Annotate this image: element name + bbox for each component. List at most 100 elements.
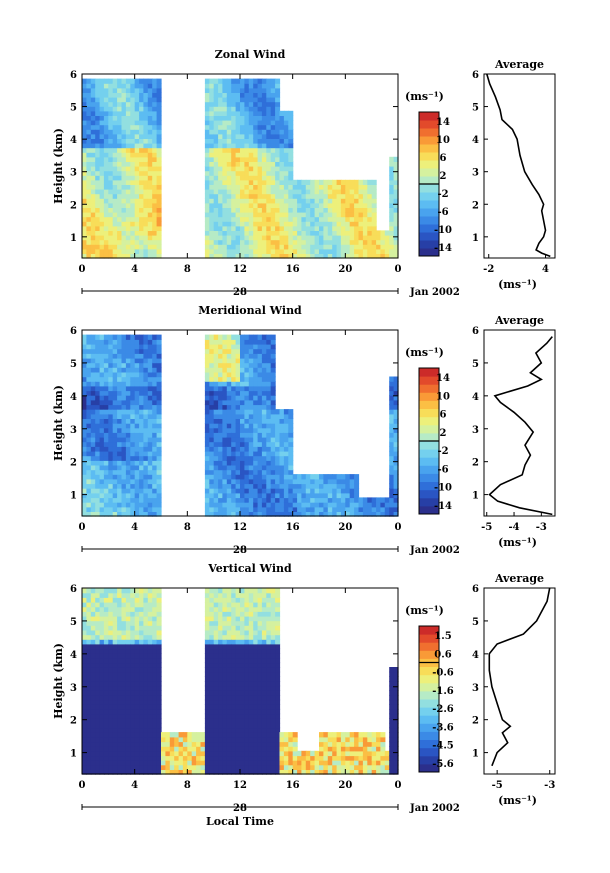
- heatmap-cell: [143, 502, 149, 508]
- heatmap-cell: [257, 371, 263, 378]
- heatmap-cell: [248, 460, 254, 466]
- heatmap-cell: [244, 460, 250, 466]
- heatmap-cell: [231, 367, 237, 373]
- heatmap-cell: [261, 404, 267, 410]
- heatmap-cell: [90, 736, 96, 743]
- heatmap-cell: [95, 732, 101, 738]
- heatmap-cell: [147, 207, 153, 213]
- heatmap-cell: [130, 423, 136, 429]
- heatmap-cell: [152, 764, 158, 770]
- heatmap-cell: [279, 446, 285, 452]
- heatmap-cell: [82, 106, 87, 112]
- heatmap-cell: [222, 606, 228, 612]
- heatmap-cell: [288, 413, 294, 419]
- heatmap-cell: [314, 497, 320, 503]
- heatmap-cell: [130, 175, 136, 181]
- heatmap-cell: [152, 455, 158, 461]
- heatmap-cell: [266, 423, 272, 429]
- heatmap-cell: [248, 244, 254, 250]
- heatmap-cell: [270, 432, 276, 438]
- heatmap-cell: [332, 253, 338, 259]
- heatmap-cell: [288, 115, 294, 121]
- heatmap-cell: [222, 450, 228, 457]
- heatmap-cell: [108, 441, 114, 447]
- heatmap-cell: [393, 418, 399, 424]
- heatmap-cell: [261, 202, 267, 208]
- heatmap-cell: [121, 629, 127, 636]
- heatmap-cell: [112, 511, 118, 517]
- heatmap-cell: [261, 161, 267, 167]
- heatmap-cell: [261, 339, 267, 345]
- heatmap-cell: [319, 198, 324, 204]
- heatmap-cell: [156, 334, 162, 340]
- heatmap-cell: [288, 147, 294, 153]
- heatmap-cell: [143, 409, 149, 415]
- heatmap-cell: [389, 189, 395, 195]
- heatmap-cell: [130, 376, 136, 382]
- heatmap-cell: [99, 87, 105, 93]
- heatmap-cell: [125, 648, 131, 654]
- heatmap-cell: [218, 87, 224, 93]
- heatmap-cell: [156, 106, 162, 112]
- heatmap-cell: [117, 106, 123, 112]
- heatmap-cell: [90, 409, 96, 415]
- heatmap-cell: [143, 385, 149, 392]
- heatmap-cell: [103, 474, 109, 480]
- heatmap-cell: [204, 334, 210, 340]
- heatmap-cell: [117, 230, 123, 236]
- heatmap-cell: [86, 736, 92, 743]
- heatmap-cell: [218, 764, 224, 770]
- heatmap-cell: [90, 588, 96, 594]
- heatmap-cell: [209, 343, 215, 350]
- heatmap-cell: [103, 124, 109, 130]
- heatmap-cell: [125, 629, 131, 636]
- heatmap-cell: [156, 750, 162, 757]
- heatmap-cell: [108, 427, 114, 433]
- heatmap-cell: [95, 436, 101, 443]
- heatmap-cell: [90, 106, 96, 112]
- heatmap-cell: [393, 166, 399, 172]
- heatmap-cell: [86, 418, 92, 424]
- heatmap-cell: [253, 690, 259, 696]
- heatmap-cell: [86, 161, 92, 167]
- heatmap-cell: [253, 497, 259, 503]
- heatmap-cell: [130, 634, 136, 640]
- heatmap-cell: [156, 253, 162, 259]
- heatmap-cell: [82, 207, 87, 213]
- heatmap-cell: [187, 746, 193, 752]
- heatmap-cell: [248, 450, 254, 457]
- heatmap-cell: [218, 488, 224, 494]
- heatmap-cell: [112, 248, 118, 254]
- heatmap-cell: [253, 634, 259, 640]
- heatmap-cell: [204, 385, 210, 392]
- heatmap-cell: [86, 124, 92, 130]
- heatmap-cell: [95, 129, 101, 135]
- heatmap-cell: [275, 478, 281, 485]
- heatmap-cell: [121, 427, 127, 433]
- heatmap-cell: [261, 488, 267, 494]
- heatmap-cell: [314, 492, 320, 499]
- heatmap-cell: [82, 115, 87, 121]
- heatmap-cell: [248, 189, 254, 195]
- heatmap-cell: [139, 432, 145, 438]
- heatmap-cell: [257, 179, 263, 185]
- heatmap-cell: [345, 474, 351, 480]
- heatmap-cell: [340, 488, 346, 494]
- heatmap-cell: [99, 653, 105, 659]
- heatmap-cell: [261, 97, 267, 103]
- heatmap-cell: [288, 138, 294, 144]
- heatmap-cell: [248, 681, 254, 687]
- heatmap-cell: [393, 376, 399, 382]
- heatmap-cell: [121, 676, 127, 682]
- heatmap-cell: [270, 147, 276, 153]
- heatmap-cell: [82, 348, 87, 354]
- heatmap-cell: [301, 202, 307, 208]
- heatmap-cell: [139, 699, 145, 705]
- heatmap-cell: [130, 690, 136, 696]
- colorbar-swatch: [419, 416, 439, 426]
- heatmap-cell: [204, 404, 210, 410]
- heatmap-cell: [226, 248, 232, 254]
- heatmap-cell: [240, 455, 245, 461]
- heatmap-cell: [266, 511, 272, 517]
- heatmap-cell: [112, 760, 118, 766]
